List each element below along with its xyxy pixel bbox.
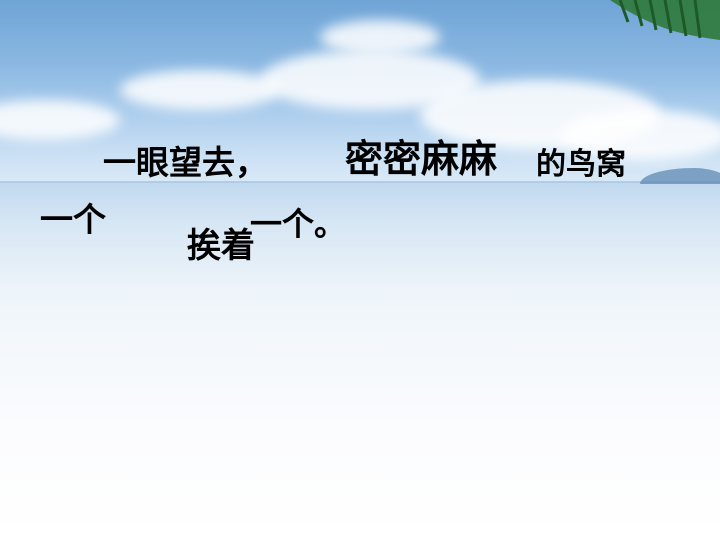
text-line-2: 密密麻麻 [345, 137, 498, 181]
text-line-5: 挨着 [187, 226, 255, 266]
cloud [0, 100, 120, 140]
palm-leaf-icon [610, 0, 720, 40]
text-line-1: 一眼望去， [103, 143, 268, 182]
cloud [120, 70, 280, 110]
text-line-4: 一个 [40, 200, 106, 239]
sea [0, 182, 720, 292]
horizon [0, 181, 720, 183]
cloud [560, 110, 720, 160]
cloud [320, 20, 440, 55]
text-line-3: 的鸟窝 [536, 147, 626, 182]
text-line-6: 一个。 [250, 205, 347, 243]
island [640, 168, 720, 184]
